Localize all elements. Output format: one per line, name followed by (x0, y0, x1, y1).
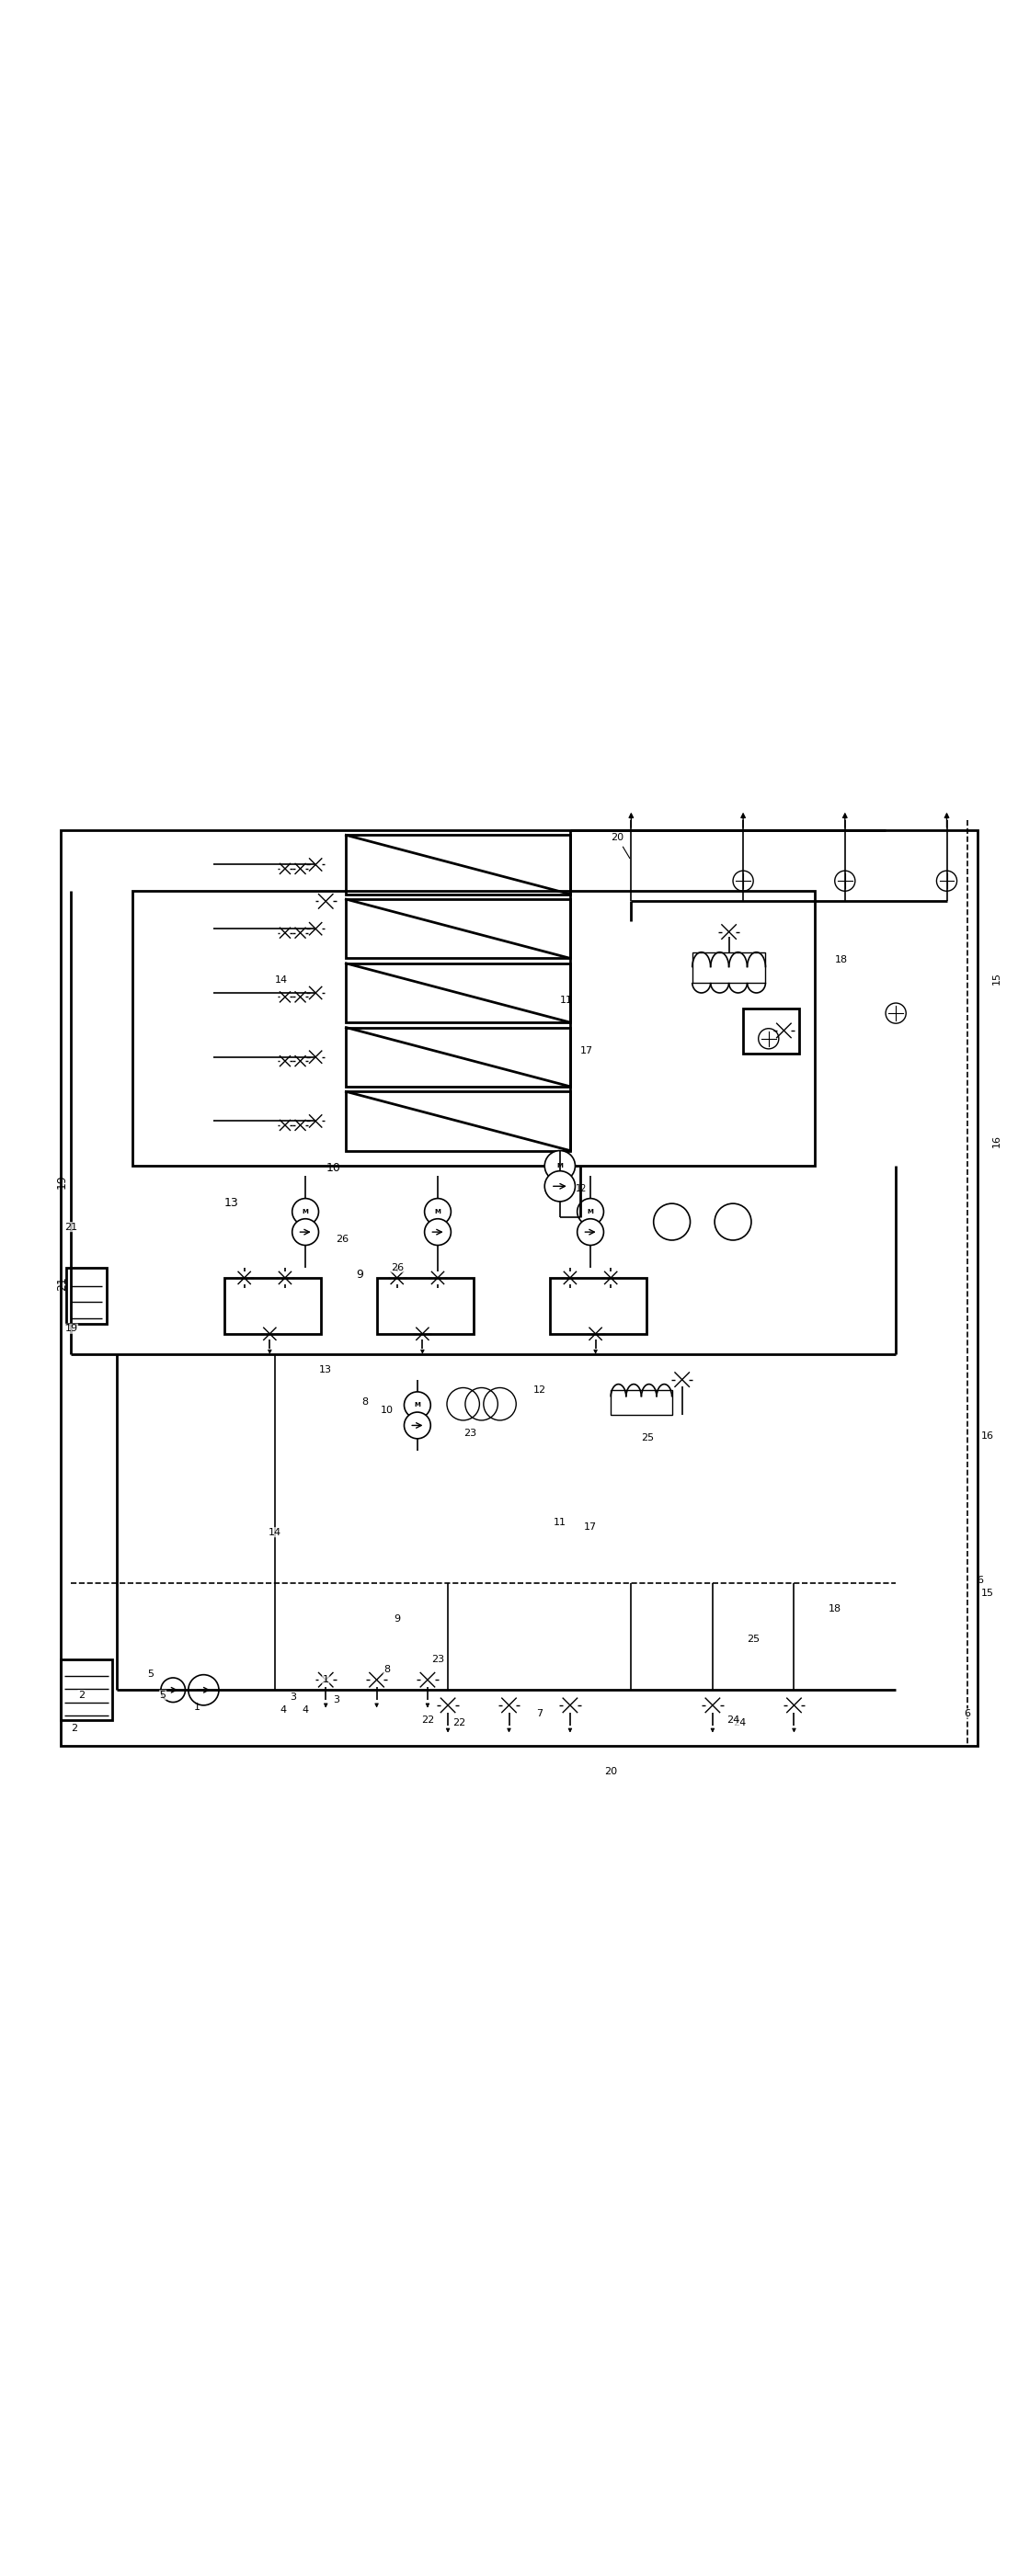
Bar (550, 1278, 646, 1334)
Text: 20: 20 (605, 1767, 617, 1775)
Text: 2: 2 (71, 1723, 77, 1734)
Bar (346, 1092, 570, 1151)
Text: 7: 7 (536, 1708, 543, 1718)
Text: 26: 26 (336, 1234, 349, 1244)
Bar (61, 1659, 112, 1721)
Bar (377, 1278, 473, 1334)
Text: 23: 23 (463, 1427, 476, 1437)
Circle shape (545, 1172, 575, 1200)
Text: 6: 6 (964, 1708, 970, 1718)
Bar (132, 891, 814, 1167)
Text: 22: 22 (453, 1718, 466, 1728)
Text: 10: 10 (381, 1406, 393, 1414)
Text: 12: 12 (575, 1185, 586, 1193)
Text: M: M (557, 1164, 563, 1170)
Text: 8: 8 (384, 1664, 390, 1674)
Circle shape (425, 1218, 451, 1244)
Text: 4: 4 (280, 1705, 286, 1713)
Text: 19: 19 (56, 1175, 68, 1190)
Text: 25: 25 (641, 1432, 655, 1443)
Text: 24: 24 (727, 1716, 739, 1726)
Text: 17: 17 (580, 1046, 593, 1056)
Bar (66, 1267, 107, 1324)
Circle shape (188, 1674, 219, 1705)
Text: 16: 16 (993, 1133, 1002, 1146)
Bar (692, 953, 766, 981)
Text: 14: 14 (275, 976, 288, 984)
Text: 8: 8 (361, 1399, 367, 1406)
Text: 4: 4 (302, 1705, 308, 1716)
Text: 3: 3 (290, 1692, 296, 1703)
Text: 18: 18 (829, 1605, 841, 1613)
Circle shape (161, 1677, 185, 1703)
Text: M: M (435, 1208, 441, 1213)
Circle shape (404, 1412, 431, 1437)
Text: M: M (414, 1401, 420, 1409)
Circle shape (404, 1391, 431, 1419)
Text: 11: 11 (554, 1517, 566, 1528)
Circle shape (292, 1218, 319, 1244)
Text: 17: 17 (584, 1522, 597, 1533)
Text: 26: 26 (391, 1262, 403, 1273)
Text: 12: 12 (533, 1386, 546, 1394)
Bar (743, 1007, 799, 1054)
Circle shape (292, 1198, 319, 1226)
Text: 21: 21 (56, 1275, 68, 1291)
Text: 21: 21 (65, 1224, 77, 1231)
Text: 1: 1 (193, 1703, 200, 1713)
Text: 13: 13 (224, 1198, 238, 1208)
Circle shape (545, 1151, 575, 1182)
Circle shape (577, 1198, 604, 1226)
Text: 20: 20 (611, 832, 630, 858)
Text: 1: 1 (323, 1674, 329, 1685)
Text: 16: 16 (981, 1432, 994, 1440)
Text: 19: 19 (65, 1324, 77, 1334)
Text: 9: 9 (394, 1615, 400, 1623)
Bar (346, 899, 570, 958)
Text: M: M (587, 1208, 593, 1213)
Bar (346, 963, 570, 1023)
Text: 15: 15 (993, 971, 1002, 984)
Text: 6: 6 (977, 1577, 983, 1584)
Text: 5: 5 (160, 1690, 166, 1700)
Text: 15: 15 (981, 1589, 994, 1597)
Text: 5: 5 (148, 1669, 154, 1680)
Bar (346, 1028, 570, 1087)
Text: 9: 9 (356, 1267, 363, 1280)
Text: 25: 25 (747, 1636, 759, 1643)
Text: 24: 24 (733, 1718, 746, 1728)
Bar (611, 1391, 672, 1414)
Text: 22: 22 (421, 1716, 434, 1726)
Text: 2: 2 (78, 1690, 84, 1700)
Text: 13: 13 (320, 1365, 332, 1373)
Text: 23: 23 (432, 1654, 444, 1664)
Text: 18: 18 (835, 956, 848, 963)
Bar (346, 835, 570, 894)
Circle shape (577, 1218, 604, 1244)
Text: 14: 14 (269, 1528, 281, 1538)
Text: 10: 10 (326, 1162, 340, 1175)
Text: M: M (302, 1208, 308, 1213)
Bar (224, 1278, 321, 1334)
Circle shape (425, 1198, 451, 1226)
Text: 11: 11 (560, 997, 573, 1005)
Text: 3: 3 (333, 1695, 339, 1705)
